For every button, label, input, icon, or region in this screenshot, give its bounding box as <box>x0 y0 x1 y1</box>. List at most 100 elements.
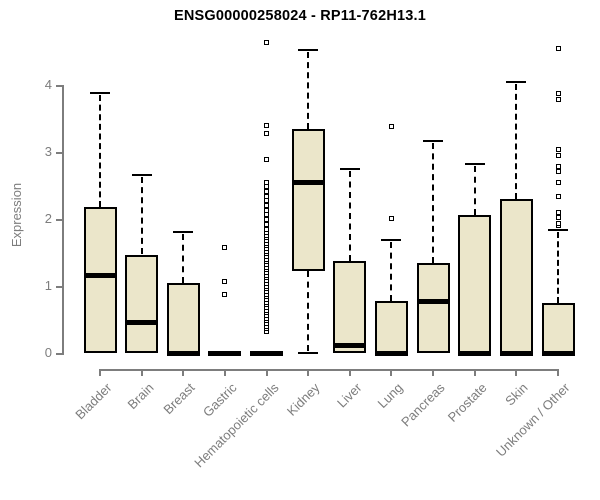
lower-whisker <box>307 271 310 351</box>
upper-whisker <box>140 177 143 255</box>
outlier-point <box>222 244 228 250</box>
upper-whisker <box>390 241 393 301</box>
chart-title: ENSG00000258024 - RP11-762H13.1 <box>173 8 427 24</box>
outlier-point <box>555 215 561 221</box>
outlier-point <box>555 168 561 174</box>
outlier-point <box>264 227 270 233</box>
x-axis-tick <box>182 369 185 376</box>
outlier-point <box>264 189 270 195</box>
upper-whisker-cap <box>423 139 444 142</box>
outlier-point <box>264 212 270 218</box>
outlier-point <box>555 97 561 103</box>
upper-whisker-cap <box>381 238 402 241</box>
box <box>166 282 200 353</box>
y-axis-tick <box>56 353 62 355</box>
x-axis-tick <box>265 369 268 376</box>
outlier-point <box>264 203 270 209</box>
upper-whisker-cap <box>464 163 485 166</box>
y-axis-tick <box>56 152 62 154</box>
median-line <box>458 351 492 356</box>
upper-whisker <box>99 95 101 207</box>
outlier-point <box>555 90 561 96</box>
outlier-point <box>264 221 270 227</box>
outlier-point <box>264 207 270 213</box>
outlier-point <box>555 163 561 169</box>
x-axis-tick <box>140 369 143 376</box>
x-axis-tick <box>390 369 393 376</box>
box <box>458 214 492 353</box>
median-line <box>374 351 408 356</box>
outlier-point <box>264 122 270 128</box>
upper-whisker-cap <box>90 92 110 95</box>
box <box>416 262 450 353</box>
y-tick-label: 2 <box>44 211 52 226</box>
outlier-point <box>264 198 270 204</box>
outlier-point <box>388 124 394 130</box>
outlier-point <box>264 193 270 199</box>
median-line <box>125 319 159 325</box>
upper-whisker-cap <box>548 228 569 231</box>
upper-whisker <box>182 234 185 283</box>
y-axis-tick <box>56 286 62 288</box>
median-line <box>250 351 284 356</box>
x-axis-tick <box>432 369 435 376</box>
median-line <box>208 351 242 356</box>
outlier-point <box>222 292 228 298</box>
upper-whisker-cap <box>339 167 360 170</box>
x-axis-tick <box>99 369 101 376</box>
outlier-point <box>555 147 561 153</box>
x-axis-tick <box>223 369 226 376</box>
upper-whisker <box>307 52 310 129</box>
upper-whisker-cap <box>173 231 194 234</box>
x-axis-tick <box>515 369 518 376</box>
y-tick-label: 0 <box>44 345 52 360</box>
median-line <box>499 351 533 356</box>
outlier-point <box>264 184 270 190</box>
box <box>333 261 367 353</box>
upper-whisker <box>557 231 560 304</box>
outlier-point <box>555 45 561 51</box>
y-tick-label: 4 <box>44 77 52 92</box>
y-tick-label: 1 <box>44 278 52 293</box>
x-axis-line <box>99 369 560 371</box>
median-line <box>166 351 200 356</box>
y-axis-line <box>62 85 64 355</box>
outlier-point <box>555 152 561 158</box>
upper-whisker <box>348 170 351 262</box>
upper-whisker <box>473 166 476 215</box>
outlier-point <box>264 40 270 46</box>
upper-whisker <box>515 83 518 199</box>
outlier-point <box>555 209 561 215</box>
box <box>374 300 408 353</box>
y-axis-tick <box>56 85 62 87</box>
median-line <box>541 351 575 356</box>
median-line <box>291 180 325 186</box>
x-axis-tick <box>348 369 351 376</box>
x-axis-tick <box>473 369 476 376</box>
outlier-point <box>388 215 394 221</box>
outlier-point <box>555 179 561 185</box>
y-tick-label: 3 <box>44 144 52 159</box>
box <box>125 254 159 353</box>
y-axis-tick <box>56 219 62 221</box>
outlier-point <box>555 194 561 200</box>
box <box>291 128 325 272</box>
box <box>541 303 575 353</box>
outlier-point <box>264 156 270 162</box>
outlier-point <box>555 220 561 226</box>
outlier-point <box>222 279 228 285</box>
median-line <box>416 298 450 304</box>
upper-whisker-cap <box>298 49 319 52</box>
upper-whisker <box>432 142 435 263</box>
box <box>83 206 117 353</box>
median-line <box>83 272 117 278</box>
x-axis-tick <box>557 369 560 376</box>
box <box>499 198 533 353</box>
outlier-point <box>264 217 270 223</box>
outlier-point <box>264 130 270 136</box>
lower-whisker-cap <box>298 352 319 354</box>
outlier-point <box>264 179 270 185</box>
median-line <box>333 342 367 348</box>
